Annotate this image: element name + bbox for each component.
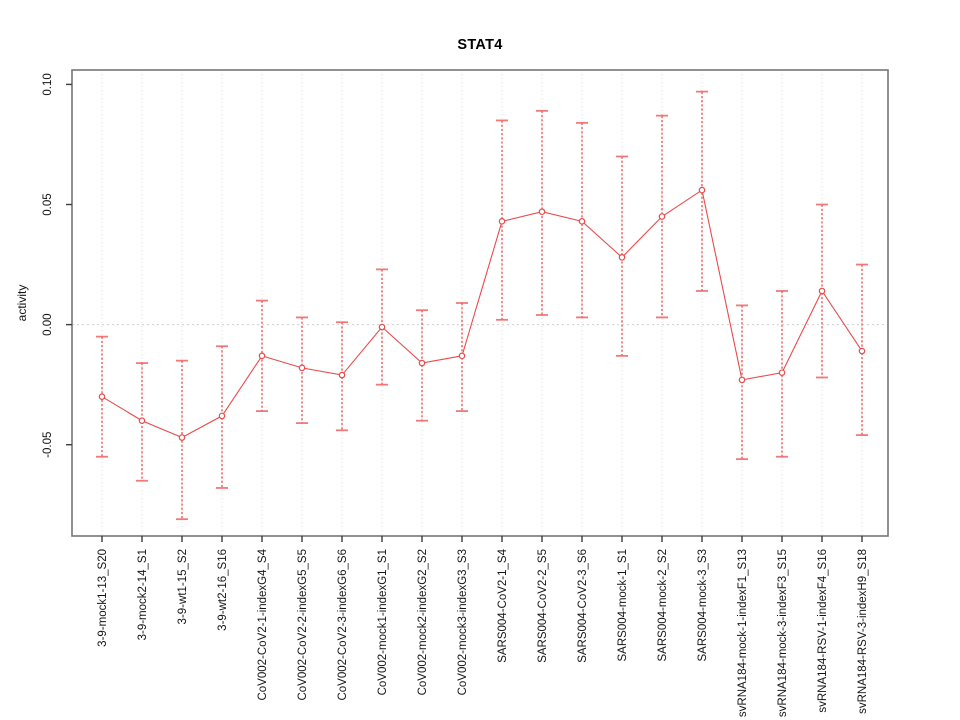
x-tick-label: SARS004-mock-2_S2: [657, 549, 669, 662]
data-point: [498, 218, 506, 225]
plot-area: -0.05 0.00 0.05 0.10 3-9-mock1-13_S20 3-9-moc…: [42, 69, 889, 717]
data-point: [538, 208, 546, 216]
x-tick-label: CoV002-CoV2-1-indexG4_S4: [257, 548, 269, 700]
x-tick-label: 3-9-wt1-15_S2: [177, 549, 189, 624]
data-point: [778, 369, 786, 376]
x-tick-label: 3-9-mock1-13_S20: [97, 549, 109, 647]
x-tick-label: svRNA184-mock-1-indexF1_S13: [737, 549, 749, 717]
data-point: [698, 186, 706, 194]
x-tick-label: SARS004-CoV2-2_S5: [537, 549, 549, 663]
x-tick-label: CoV002-mock1-indexG1_S1: [377, 549, 389, 695]
data-point: [858, 347, 866, 355]
data-point: [178, 434, 186, 441]
x-tick-label: SARS004-mock-3_S3: [697, 549, 709, 662]
x-tick-label: CoV002-CoV2-3-indexG6_S6: [337, 549, 349, 701]
data-point: [98, 393, 106, 400]
x-tick-label: CoV002-CoV2-2-indexG5_S5: [297, 549, 309, 701]
x-tick-label: SARS004-CoV2-3_S6: [577, 549, 589, 663]
data-point: [298, 364, 306, 372]
y-axis-title: activity: [15, 285, 29, 322]
x-tick-label: 3-9-wt2-16_S16: [217, 549, 229, 631]
series-line: [101, 189, 863, 439]
data-point: [138, 417, 146, 425]
x-tick-label: svRNA184-RSV-1-indexF4_S16: [817, 549, 829, 713]
y-tick-label: -0.05: [42, 432, 54, 458]
y-tick-label: 0.05: [42, 193, 54, 215]
data-point: [458, 352, 466, 360]
x-tick-label: SARS004-CoV2-1_S4: [497, 548, 509, 662]
data-point: [338, 371, 346, 379]
y-tick-label: 0.10: [42, 73, 54, 95]
chart-title: STAT4: [457, 37, 503, 53]
x-tick-label: CoV002-mock2-indexG2_S2: [417, 549, 429, 695]
x-tick-label: 3-9-mock2-14_S1: [137, 549, 149, 640]
data-point: [258, 352, 266, 360]
data-point: [818, 287, 826, 295]
data-point: [218, 412, 226, 420]
data-point: [658, 213, 666, 220]
data-point: [418, 359, 426, 367]
x-tick-label: SARS004-mock-1_S1: [617, 549, 629, 662]
plot-border: [71, 69, 889, 537]
data-point: [738, 376, 746, 384]
x-tick-label: svRNA184-RSV-3-indexH9_S18: [857, 549, 869, 714]
x-tick-label: CoV002-mock3-indexG3_S3: [457, 549, 469, 695]
data-point: [578, 218, 586, 225]
y-tick-label: 0.00: [42, 313, 54, 335]
data-point: [618, 254, 626, 261]
data-point: [378, 323, 386, 331]
x-tick-label: svRNA184-mock-3-indexF3_S15: [777, 549, 789, 717]
